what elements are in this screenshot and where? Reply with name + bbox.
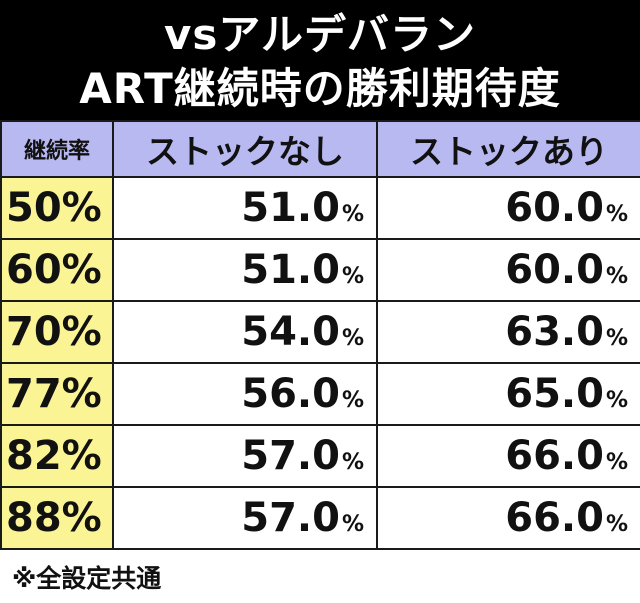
no-stock-value-cell: 57.0%	[112, 486, 378, 550]
table-row: 77% 56.0% 65.0%	[0, 362, 640, 426]
with-stock-value-cell: 60.0%	[376, 176, 640, 240]
no-stock-value-cell: 51.0%	[112, 176, 378, 240]
no-stock-value-cell: 56.0%	[112, 362, 378, 426]
table-row: 88% 57.0% 66.0%	[0, 486, 640, 550]
percent-unit: %	[605, 326, 628, 351]
value: 66.0	[505, 495, 604, 541]
continuation-rate-cell: 50%	[0, 176, 114, 240]
table-row: 70% 54.0% 63.0%	[0, 300, 640, 364]
percent-unit: %	[341, 202, 364, 227]
value: 63.0	[505, 309, 604, 355]
no-stock-value-cell: 54.0%	[112, 300, 378, 364]
footnote: ※全設定共通	[12, 564, 162, 593]
with-stock-value-cell: 65.0%	[376, 362, 640, 426]
value: 54.0	[241, 309, 340, 355]
continuation-rate-cell: 77%	[0, 362, 114, 426]
percent-unit: %	[341, 512, 364, 537]
value: 66.0	[505, 433, 604, 479]
continuation-rate-cell: 82%	[0, 424, 114, 488]
win-rate-table: 継続率 ストックなし ストックあり 50% 51.0% 60.0% 60% 51…	[0, 120, 640, 550]
page-subtitle: ART継続時の勝利期待度	[79, 64, 561, 113]
with-stock-value-cell: 66.0%	[376, 486, 640, 550]
title-banner: vsアルデバラン ART継続時の勝利期待度	[0, 0, 640, 120]
continuation-rate-cell: 88%	[0, 486, 114, 550]
no-stock-value-cell: 57.0%	[112, 424, 378, 488]
column-header-with-stock: ストックあり	[376, 120, 640, 178]
value: 51.0	[241, 247, 340, 293]
value: 57.0	[241, 495, 340, 541]
with-stock-value-cell: 66.0%	[376, 424, 640, 488]
page-title: vsアルデバラン	[164, 10, 476, 59]
value: 60.0	[505, 185, 604, 231]
value: 60.0	[505, 247, 604, 293]
percent-unit: %	[341, 326, 364, 351]
with-stock-value-cell: 63.0%	[376, 300, 640, 364]
value: 57.0	[241, 433, 340, 479]
percent-unit: %	[605, 450, 628, 475]
table-row: 82% 57.0% 66.0%	[0, 424, 640, 488]
value: 56.0	[241, 371, 340, 417]
percent-unit: %	[605, 512, 628, 537]
table-header-row: 継続率 ストックなし ストックあり	[0, 120, 640, 178]
percent-unit: %	[605, 202, 628, 227]
percent-unit: %	[341, 388, 364, 413]
table-row: 50% 51.0% 60.0%	[0, 176, 640, 240]
percent-unit: %	[605, 264, 628, 289]
percent-unit: %	[605, 388, 628, 413]
no-stock-value-cell: 51.0%	[112, 238, 378, 302]
continuation-rate-cell: 70%	[0, 300, 114, 364]
continuation-rate-cell: 60%	[0, 238, 114, 302]
percent-unit: %	[341, 264, 364, 289]
percent-unit: %	[341, 450, 364, 475]
value: 51.0	[241, 185, 340, 231]
table-row: 60% 51.0% 60.0%	[0, 238, 640, 302]
value: 65.0	[505, 371, 604, 417]
column-header-continuation-rate: 継続率	[0, 120, 114, 178]
column-header-no-stock: ストックなし	[112, 120, 378, 178]
with-stock-value-cell: 60.0%	[376, 238, 640, 302]
